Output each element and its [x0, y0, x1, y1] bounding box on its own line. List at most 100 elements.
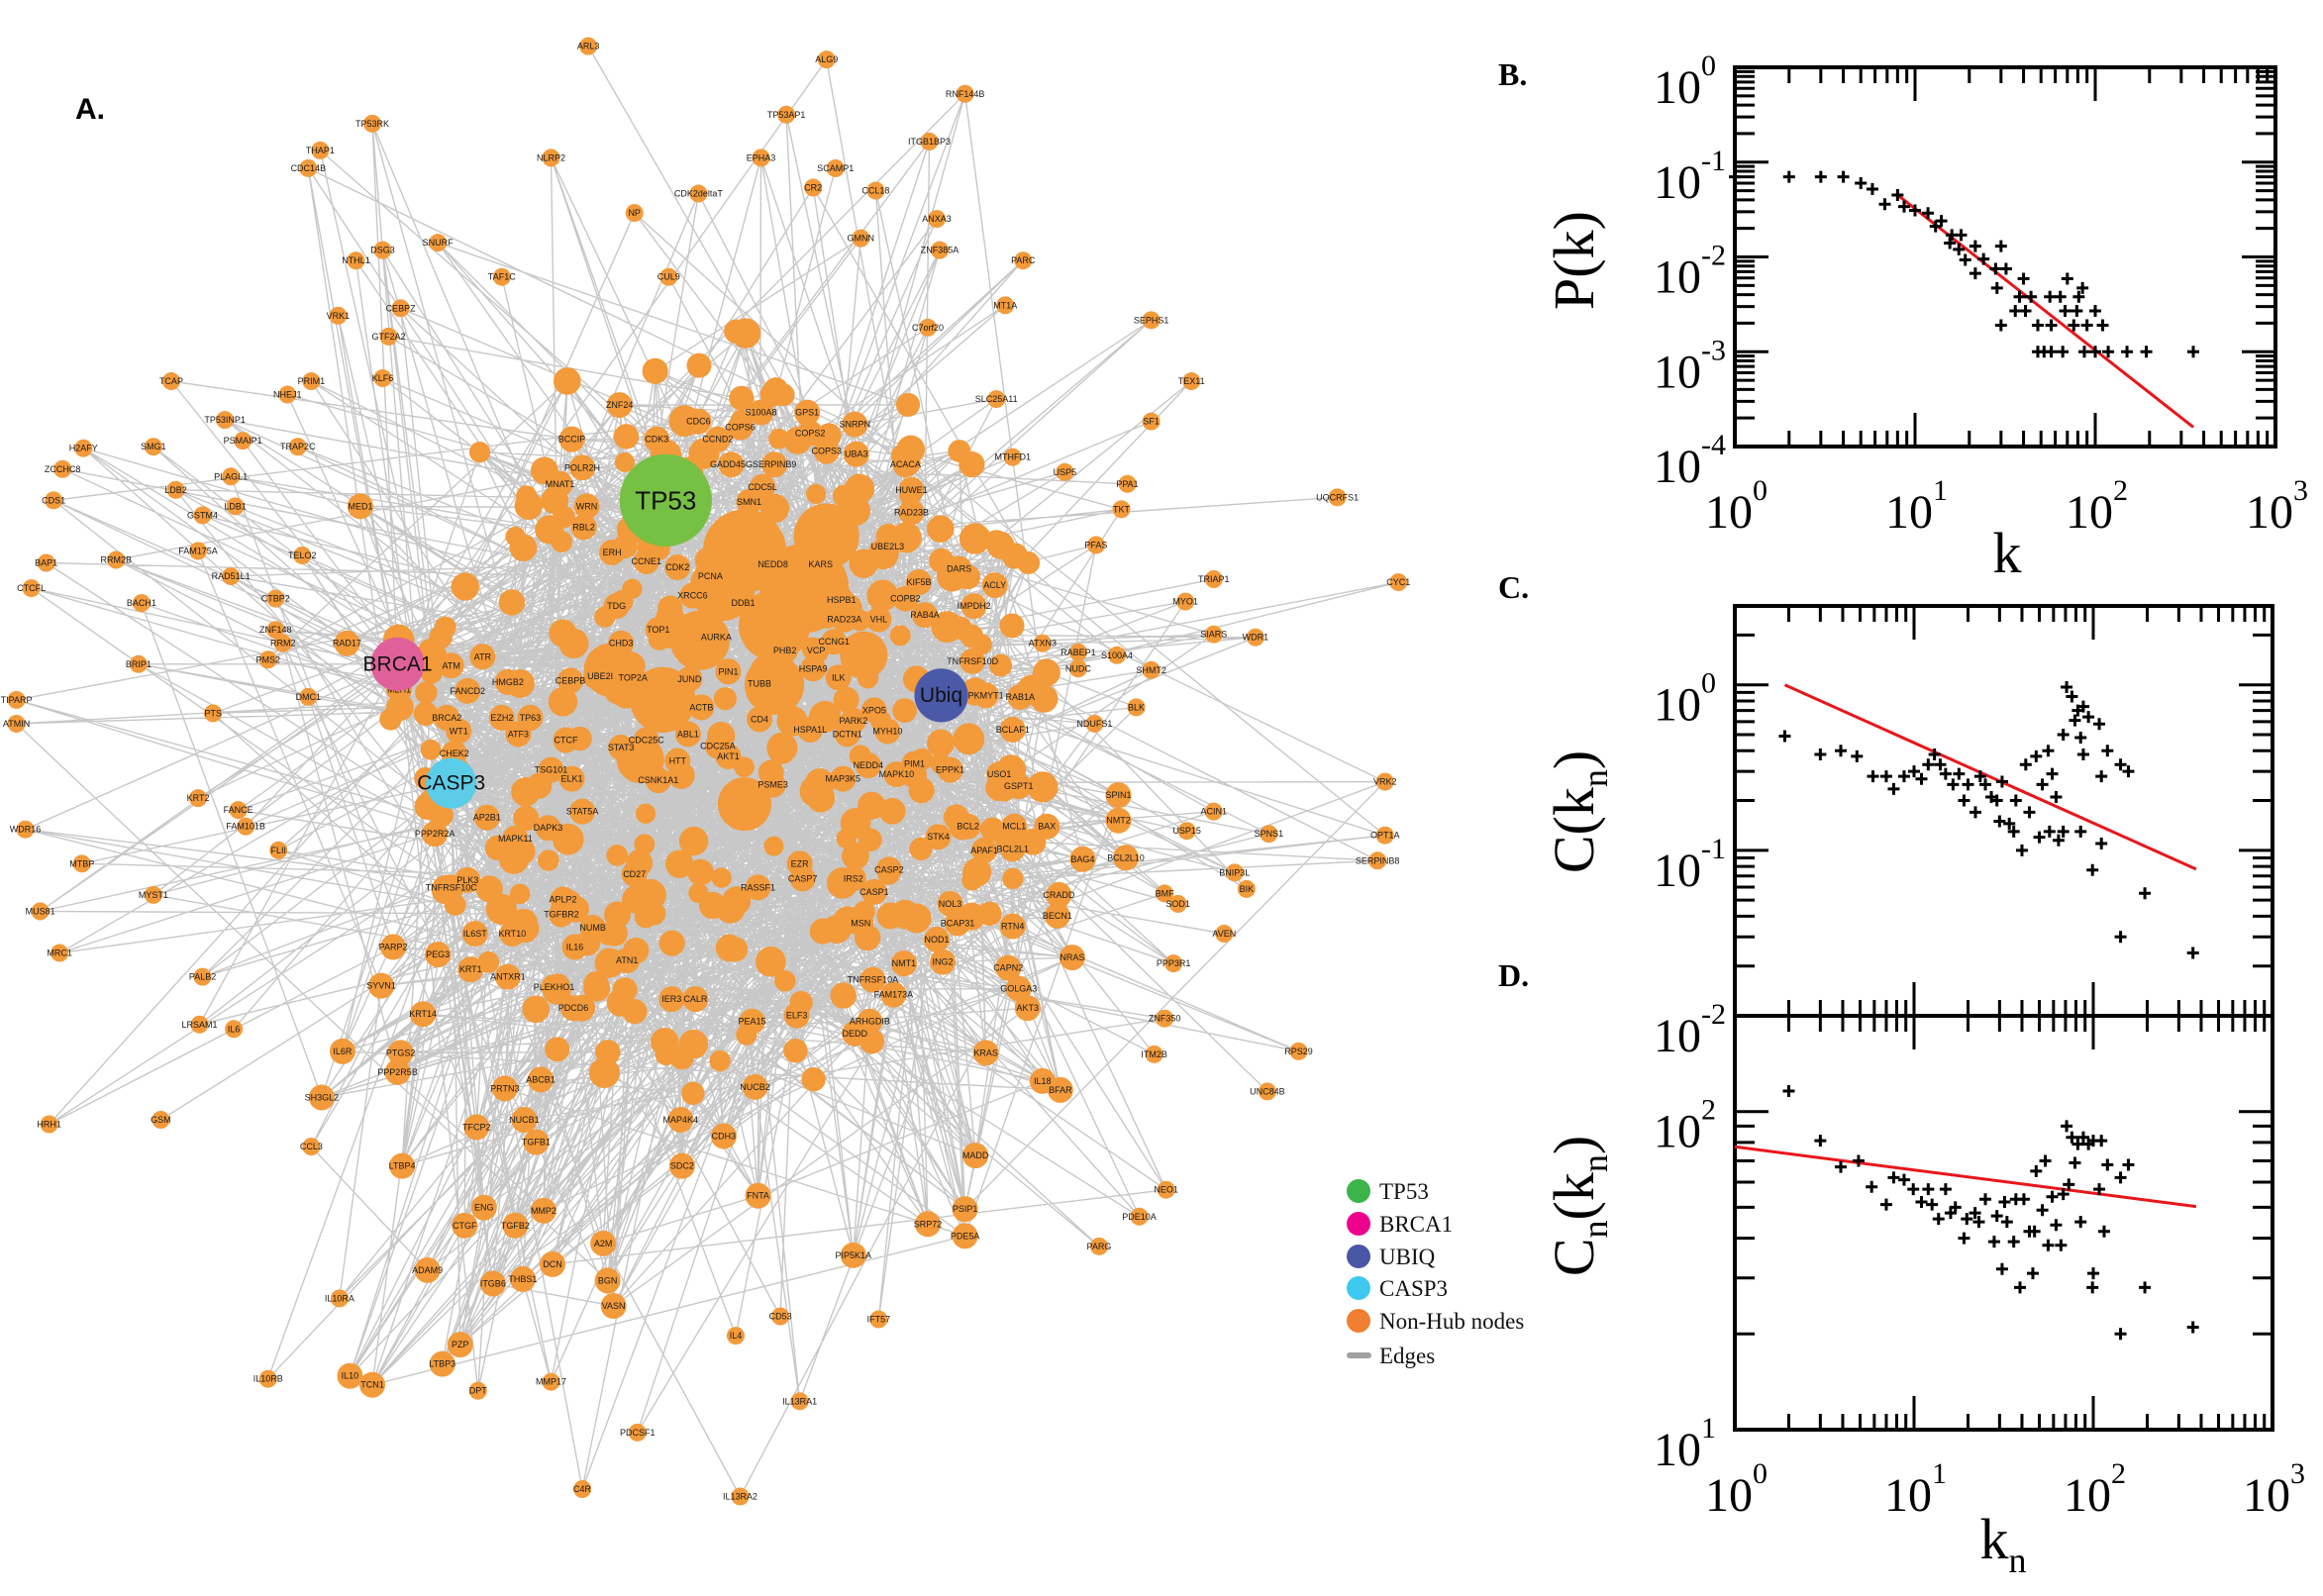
node-label: ENG	[474, 1203, 494, 1213]
data-point	[2186, 1321, 2199, 1334]
network-node	[678, 826, 709, 856]
node-label: ITM2B	[1141, 1049, 1167, 1059]
data-point	[2013, 1281, 2026, 1294]
data-point	[2114, 931, 2127, 944]
panel-label-b: B.	[1498, 56, 1527, 92]
network-node	[621, 860, 648, 887]
tick-base: 10	[1884, 1469, 1932, 1522]
network-node	[750, 473, 776, 500]
node-label: TP53INP1	[204, 415, 246, 425]
node-label: SNRPN	[840, 420, 871, 430]
network-node	[132, 594, 151, 613]
node-label: BCL2L1	[996, 844, 1029, 853]
node-label: TKT	[1113, 504, 1131, 514]
tick-exponent: 1	[1932, 1457, 1947, 1490]
network-node	[709, 1049, 731, 1072]
data-point	[2071, 1138, 2084, 1150]
node-label: PPA1	[1116, 479, 1138, 489]
node-label: TGFBR2	[544, 909, 579, 919]
network-node	[717, 777, 772, 832]
network-node	[883, 761, 910, 788]
network-node	[960, 648, 986, 674]
node-label: MAPK10	[879, 769, 915, 779]
legend-item: Non-Hub nodes	[1347, 1309, 1524, 1334]
network-node	[1156, 1009, 1174, 1028]
network-node	[830, 765, 857, 792]
node-label: CHD3	[609, 639, 634, 648]
node-label: DARS	[947, 564, 971, 574]
network-node	[689, 184, 708, 203]
network-node	[930, 948, 957, 975]
network-node	[1368, 851, 1387, 870]
data-point	[1947, 778, 1960, 791]
y-tick-label: 10-4	[1654, 429, 1726, 493]
node-label: JUND	[677, 674, 701, 684]
network-node	[977, 901, 1002, 927]
network-node	[329, 1038, 355, 1064]
data-point	[1962, 778, 1974, 791]
node-label: SYVN1	[366, 981, 396, 991]
network-node	[606, 845, 629, 866]
node-label: CYC1	[1386, 577, 1410, 587]
network-node	[800, 655, 827, 682]
node-label: MTHFD1	[994, 452, 1031, 462]
node-label: PRIM1	[298, 376, 326, 386]
network-node	[679, 582, 706, 609]
node-label: IFT57	[867, 1315, 891, 1325]
network-node	[553, 727, 579, 753]
node-label: IER3	[661, 994, 681, 1004]
network-node	[981, 572, 1008, 599]
network-node	[1156, 884, 1174, 903]
node-label: TELO2	[288, 550, 317, 560]
node-label: COPB2	[890, 594, 921, 604]
node-label: SMN1	[737, 497, 761, 507]
data-point	[2086, 1281, 2099, 1294]
network-node	[622, 578, 643, 599]
data-point	[1922, 758, 1935, 771]
network-node	[659, 267, 678, 286]
node-label: H2AFY	[69, 444, 98, 453]
network-node	[234, 432, 252, 450]
node-label: CSNK1A1	[638, 775, 678, 785]
network-node	[1375, 826, 1394, 845]
network-node	[625, 204, 644, 223]
network-node	[266, 621, 285, 640]
network-node	[1118, 474, 1137, 493]
data-point	[1969, 240, 1981, 252]
node-label: MYST1	[139, 890, 168, 900]
data-point	[1979, 1193, 1992, 1206]
tick-exponent: 1	[1701, 1412, 1716, 1445]
node-label: ACTB	[689, 702, 713, 712]
node-label: NMT2	[1106, 816, 1131, 826]
network-node	[288, 438, 307, 456]
network-node	[745, 874, 771, 901]
data-point	[2045, 346, 2058, 358]
node-label: IL6ST	[463, 929, 488, 939]
data-point	[1989, 262, 2002, 275]
network-node	[685, 408, 712, 435]
network-node	[266, 589, 285, 608]
network-node	[451, 572, 479, 601]
data-point	[2068, 319, 2080, 332]
fit-line	[1896, 193, 2194, 429]
node-label: KIF5B	[906, 577, 931, 587]
node-label: FLII	[270, 846, 286, 855]
network-node	[468, 1381, 487, 1400]
network-node	[821, 629, 848, 655]
network-node	[920, 132, 939, 150]
network-node	[713, 687, 737, 711]
data-point	[1949, 1201, 1962, 1214]
data-point	[2019, 758, 2032, 771]
node-label: PTGS2	[386, 1047, 416, 1057]
x-tick-label: 100	[1705, 474, 1768, 539]
data-point	[1908, 765, 1920, 778]
network-node	[1142, 660, 1161, 679]
data-point	[1955, 229, 1968, 242]
node-label: COPS3	[811, 447, 842, 456]
network-node	[293, 546, 312, 564]
node-label: PIN1	[718, 666, 738, 676]
node-label: BCLAF1	[996, 725, 1030, 735]
network-node	[665, 849, 694, 878]
network-node	[898, 499, 925, 526]
node-label: CDC14B	[291, 163, 327, 173]
